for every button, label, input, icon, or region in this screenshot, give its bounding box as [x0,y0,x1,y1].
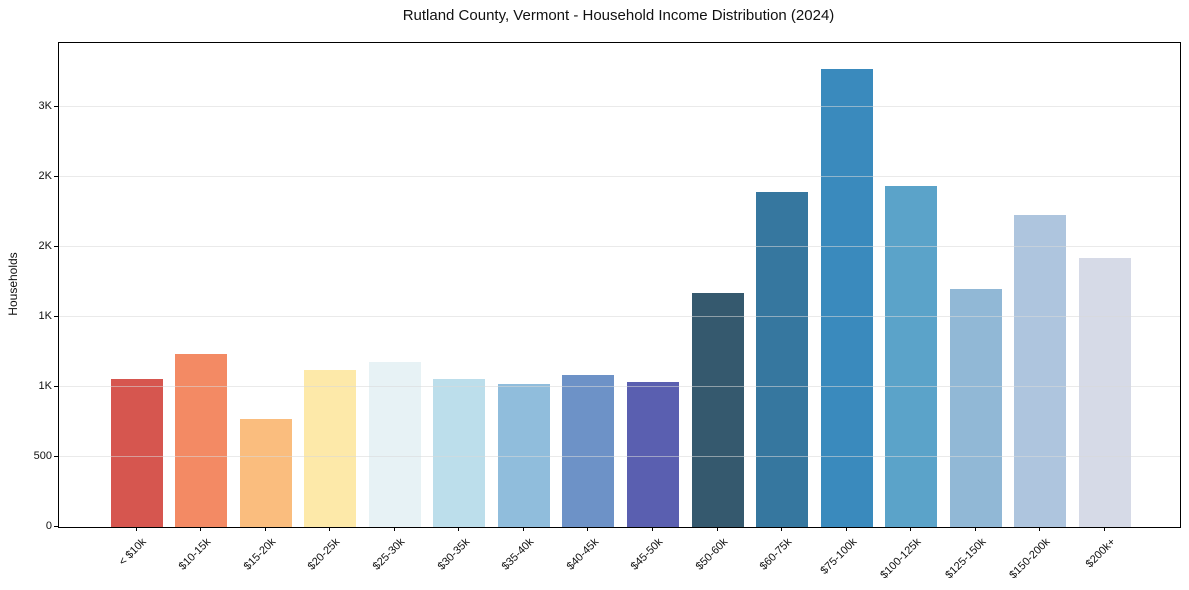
x-tick-mark [716,527,718,531]
x-tick-mark [1039,527,1041,531]
bar-35-40k [497,383,550,527]
bar-30-35k [433,379,486,527]
x-tick-mark [652,527,654,531]
x-tick-label: $125-150k [943,536,989,582]
x-tick-label: $75-100k [818,536,860,577]
x-tick-mark [393,527,395,531]
x-tick-mark [845,527,847,531]
bar-45-50k [627,382,680,527]
bar-20-25k [304,370,357,527]
x-tick-mark [264,527,266,531]
y-tick-mark [54,176,58,178]
bar-125-150k [949,289,1002,527]
bar-150-200k [1014,215,1067,527]
gridline-3000 [59,106,1180,108]
bar-100-125k [885,186,938,527]
gridline-1500 [59,316,1180,318]
x-tick-label: $200k+ [1083,536,1118,571]
x-tick-label: $35-40k [499,536,537,573]
x-tick-label: $25-30k [370,536,408,573]
x-tick-mark [135,527,137,531]
bar-10k [110,378,163,527]
x-tick-mark [781,527,783,531]
bar-50-60k [691,292,744,527]
y-tick-label: 500 [33,450,52,463]
x-tick-label: < $10k [116,536,149,569]
y-tick-mark [54,386,58,388]
y-tick-mark [54,456,58,458]
x-tick-label: $100-125k [878,536,924,582]
plot-inner [59,43,1180,527]
bar-40-45k [562,374,615,527]
y-tick-label: 2K [38,240,52,253]
y-tick-mark [54,526,58,527]
bar-60-75k [756,191,809,527]
chart-title: Rutland County, Vermont - Household Inco… [402,7,835,24]
bar-75-100k [820,68,873,527]
y-tick-mark [54,246,58,248]
y-tick-label: 1K [38,380,52,393]
x-tick-label: $10-15k [176,536,214,573]
x-tick-label: $40-45k [564,536,601,573]
bar-200k+ [1079,257,1132,527]
x-tick-mark [522,527,524,531]
x-tick-mark [458,527,460,531]
x-tick-label: $150-200k [1007,536,1053,582]
y-tick-label: 1K [38,310,52,323]
gridline-1000 [59,386,1180,388]
y-tick-label: 3K [38,100,52,113]
x-tick-mark [974,527,976,531]
y-tick-label: 2K [38,170,52,183]
x-tick-label: $30-35k [435,536,472,573]
gridline-2000 [59,246,1180,248]
y-tick-mark [54,106,58,108]
gridline-500 [59,456,1180,458]
x-tick-mark [1104,527,1106,531]
gridline-2500 [59,176,1180,178]
y-tick-mark [54,316,58,318]
x-tick-mark [200,527,202,531]
x-tick-label: $50-60k [693,536,731,573]
y-axis-label: Households [6,252,20,316]
x-tick-label: $45-50k [628,536,666,573]
plot-area [58,42,1181,528]
x-tick-mark [329,527,331,531]
x-tick-label: $60-75k [758,536,795,573]
x-tick-label: $20-25k [306,536,343,573]
x-tick-label: $15-20k [241,536,279,573]
y-tick-label: 0 [45,520,52,532]
x-tick-mark [910,527,912,531]
bar-15-20k [239,418,292,527]
bar-25-30k [368,361,421,527]
x-tick-mark [587,527,589,531]
bar-10-15k [175,354,228,527]
